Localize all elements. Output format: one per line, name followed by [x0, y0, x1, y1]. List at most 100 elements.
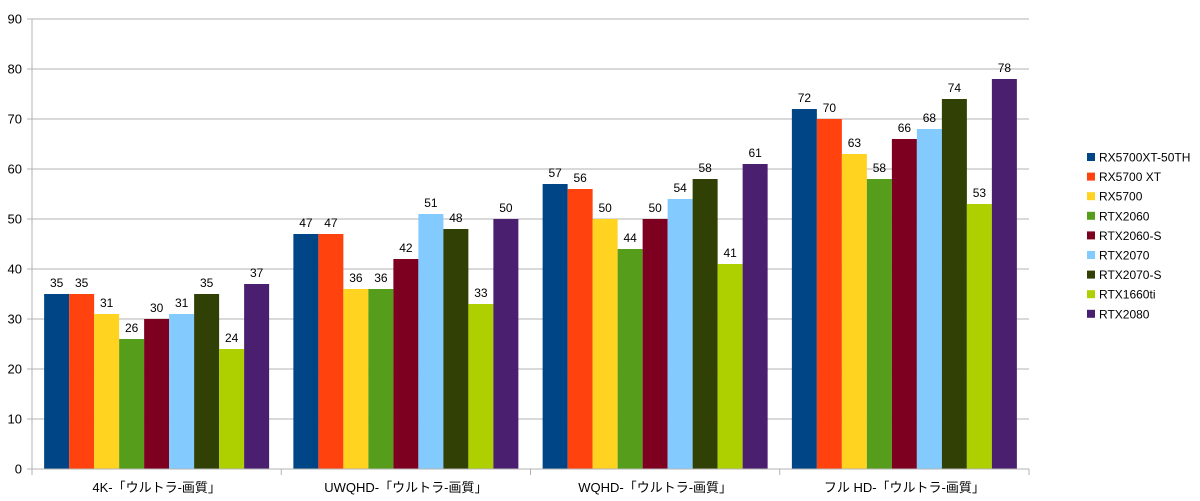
legend-swatch: [1087, 251, 1095, 259]
bar: [642, 219, 668, 469]
data-label: 24: [225, 331, 239, 345]
bar: [617, 249, 643, 469]
data-label: 68: [923, 111, 937, 125]
bar: [493, 219, 519, 469]
bar: [791, 109, 817, 469]
x-category-label: UWQHD-「ウルトラ-画質」: [324, 480, 487, 495]
bar: [194, 294, 220, 469]
data-label: 44: [623, 231, 637, 245]
data-label: 35: [75, 276, 89, 290]
bar: [244, 284, 270, 469]
bar: [692, 179, 718, 469]
bar: [742, 164, 768, 469]
bar: [343, 289, 369, 469]
legend-label: RTX1660ti: [1099, 288, 1155, 302]
x-category-label: フル HD-「ウルトラ-画質」: [824, 480, 985, 495]
y-tick-label: 60: [8, 162, 22, 177]
bar: [44, 294, 70, 469]
data-label: 50: [648, 201, 662, 215]
data-label: 37: [250, 266, 264, 280]
legend-swatch: [1087, 309, 1095, 318]
data-label: 56: [573, 171, 587, 185]
data-label: 47: [324, 216, 338, 230]
legend-label: RX5700: [1099, 190, 1143, 204]
legend-swatch: [1087, 153, 1095, 161]
y-tick-label: 20: [8, 362, 22, 377]
legend: RX5700XT-50TH RX5700 XT RX5700 RTX2060 RTX20…: [1087, 151, 1190, 321]
data-label: 50: [598, 201, 612, 215]
legend-swatch: [1087, 231, 1095, 240]
legend-label: RTX2070: [1099, 249, 1150, 263]
bar: [219, 349, 245, 469]
data-label: 42: [399, 241, 413, 255]
data-label: 36: [374, 271, 388, 285]
bar: [318, 234, 344, 469]
bar: [69, 294, 95, 469]
data-label: 31: [100, 296, 114, 310]
bar: [94, 314, 120, 469]
y-tick-label: 0: [15, 462, 22, 477]
bar: [966, 204, 992, 469]
x-category-label: 4K-「ウルトラ-画質」: [92, 480, 221, 495]
legend-label: RTX2060: [1099, 209, 1150, 223]
bar: [841, 154, 867, 469]
legend-swatch: [1087, 172, 1095, 181]
legend-label: RX5700 XT: [1099, 170, 1162, 184]
legend-swatch: [1087, 290, 1095, 299]
data-label: 78: [998, 61, 1012, 75]
data-label: 47: [299, 216, 313, 230]
legend-label: RTX2060-S: [1099, 229, 1161, 243]
data-label: 74: [948, 81, 962, 95]
y-tick-label: 90: [8, 12, 22, 27]
bar: [916, 129, 942, 469]
data-label: 58: [873, 161, 887, 175]
legend-label: RTX2070-S: [1099, 268, 1161, 282]
bar: [717, 264, 743, 469]
legend-swatch: [1087, 192, 1095, 201]
data-label: 33: [474, 286, 488, 300]
data-label: 66: [898, 121, 912, 135]
x-category-label: WQHD-「ウルトラ-画質」: [578, 480, 732, 495]
data-label: 26: [125, 321, 139, 335]
legend-label: RX5700XT-50TH: [1099, 151, 1190, 165]
bar: [368, 289, 394, 469]
data-label: 36: [349, 271, 363, 285]
data-label: 35: [200, 276, 214, 290]
bar: [542, 184, 568, 469]
data-label: 53: [973, 186, 987, 200]
y-tick-label: 70: [8, 112, 22, 127]
axes: 0 10 20 30 40 50 60 70 80 90 4K-「ウルトラ-画質」 UWQHD-「ウル…: [8, 12, 1030, 495]
data-label: 72: [798, 91, 812, 105]
bar: [418, 214, 444, 469]
bar: [567, 189, 593, 469]
bar: [592, 219, 618, 469]
data-label: 51: [424, 196, 438, 210]
y-tick-label: 30: [8, 312, 22, 327]
data-label: 41: [723, 246, 737, 260]
y-tick-label: 50: [8, 212, 22, 227]
y-tick-label: 80: [8, 62, 22, 77]
data-label: 61: [748, 146, 762, 160]
bar: [816, 119, 842, 469]
data-label: 35: [50, 276, 64, 290]
bar: [169, 314, 195, 469]
data-label: 30: [150, 301, 164, 315]
bars: [44, 79, 1017, 469]
bar: [866, 179, 892, 469]
data-labels: 35 47 57 72 35 47 56 70 31 36 50 63 26 36 44 58 30 42 50 66…: [50, 61, 1011, 345]
legend-label: RTX2080: [1099, 307, 1150, 321]
legend-swatch: [1087, 211, 1095, 220]
data-label: 57: [548, 166, 562, 180]
data-label: 54: [673, 181, 687, 195]
data-label: 63: [848, 136, 862, 150]
y-tick-label: 10: [8, 412, 22, 427]
bar: [393, 259, 419, 469]
bar: [119, 339, 145, 469]
bar: [991, 79, 1017, 469]
data-label: 58: [698, 161, 712, 175]
bar: [443, 229, 469, 469]
bar: [468, 304, 494, 469]
y-tick-label: 40: [8, 262, 22, 277]
data-label: 70: [823, 101, 837, 115]
